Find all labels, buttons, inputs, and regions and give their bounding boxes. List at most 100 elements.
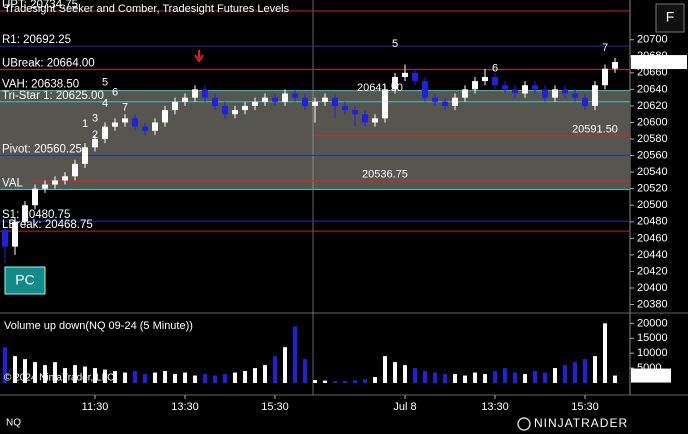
last-price-label: 20673.00 — [635, 56, 681, 68]
volume-bar — [233, 372, 237, 383]
y-tick-label: 20420 — [637, 265, 668, 277]
candle-body — [582, 97, 588, 106]
volume-bar — [333, 381, 337, 383]
volume-bar — [473, 372, 477, 383]
volume-bar — [423, 371, 427, 383]
volume-bar — [213, 375, 217, 383]
button-label[interactable]: F — [666, 9, 675, 25]
x-tick-label: 13:30 — [481, 401, 509, 413]
y-tick-label: 20520 — [637, 183, 668, 195]
y-tick-label: 20600 — [637, 116, 668, 128]
candle-body — [12, 221, 18, 247]
y-tick-label: 20700 — [637, 34, 668, 46]
level-label: Tri-Star 1: 20625.00 — [2, 90, 104, 102]
volume-bar — [43, 365, 47, 383]
signal-marker: 5 — [392, 38, 398, 50]
candle-body — [372, 118, 378, 123]
candle-body — [242, 105, 248, 111]
candle-body — [172, 101, 178, 111]
candle-body — [252, 101, 258, 106]
volume-bar — [593, 356, 597, 383]
volume-bar — [123, 372, 127, 383]
volume-bar — [343, 380, 347, 383]
candle-body — [542, 89, 548, 98]
volume-bar — [103, 369, 107, 383]
y-tick-label: 20500 — [637, 199, 668, 211]
candle-body — [342, 105, 348, 111]
volume-bar — [363, 379, 367, 383]
candle-body — [552, 89, 558, 98]
y-tick-label: 20620 — [637, 100, 668, 112]
brand-logo — [517, 417, 531, 431]
candle-body — [532, 85, 538, 90]
volume-bar — [513, 372, 517, 383]
badge[interactable] — [4, 266, 46, 295]
volume-bar — [153, 372, 157, 383]
candle-body — [222, 105, 228, 115]
level-label: UBreak: 20664.00 — [2, 58, 95, 70]
y-tick-label: 20540 — [637, 166, 668, 178]
y-tick-label: 20380 — [637, 298, 668, 310]
candle-body — [62, 176, 68, 181]
level-label: S1: 20480.75 — [2, 209, 70, 221]
level-label: UPT: 20734.75 — [2, 0, 78, 11]
volume-bar — [113, 371, 117, 383]
price-line-label: 20591.50 — [572, 123, 618, 135]
level-label: VAH: 20638.50 — [2, 79, 79, 91]
candle-body — [512, 89, 518, 94]
candle-body — [312, 101, 318, 106]
volume-bar — [603, 323, 607, 383]
candle-body — [92, 139, 98, 148]
volume-bar — [83, 366, 87, 383]
volume-bar — [373, 377, 377, 383]
candle-body — [212, 97, 218, 106]
y-tick-label: 20480 — [637, 216, 668, 228]
y-tick-label: 20400 — [637, 282, 668, 294]
x-tick-label: Jul 8 — [393, 401, 416, 413]
volume-bar — [3, 347, 7, 383]
badge-label[interactable]: PC — [15, 272, 34, 288]
x-tick-label: 13:30 — [171, 401, 199, 413]
candle-body — [522, 85, 528, 94]
signal-marker: 7 — [602, 42, 608, 54]
candle-body — [482, 76, 488, 82]
volume-bar — [493, 371, 497, 383]
signal-marker: 6 — [492, 63, 498, 75]
volume-bar — [533, 371, 537, 383]
volume-bar — [203, 374, 207, 383]
volume-bar — [433, 372, 437, 383]
signal-marker: 3 — [92, 112, 98, 124]
volume-bar — [63, 368, 67, 383]
volume-title: Volume up down(NQ 09-24 (5 Minute)) — [4, 320, 193, 332]
x-tick-label: 15:30 — [261, 401, 289, 413]
level-label: LBreak: 20468.75 — [2, 219, 93, 231]
candle-body — [592, 85, 598, 106]
candle-body — [602, 68, 608, 86]
candle-body — [102, 126, 108, 140]
candle-body — [502, 85, 508, 90]
candle-body — [402, 72, 408, 77]
candle-body — [382, 89, 388, 119]
x-tick-label: 15:30 — [571, 401, 599, 413]
candle-body — [112, 122, 118, 127]
candle-body — [122, 118, 128, 123]
candle-body — [32, 188, 38, 206]
volume-bar — [23, 359, 27, 383]
candle-body — [332, 97, 338, 106]
button[interactable] — [655, 3, 685, 33]
volume-y-tick-label: 15000 — [637, 332, 668, 344]
volume-bar — [523, 374, 527, 383]
volume-bar — [583, 359, 587, 383]
volume-bar — [553, 368, 557, 383]
candle-body — [192, 89, 198, 98]
candle-body — [282, 93, 288, 102]
candle-body — [292, 93, 298, 98]
candle-body — [2, 230, 8, 247]
candle-body — [142, 126, 148, 131]
candle-body — [132, 118, 138, 127]
y-tick-label: 20660 — [637, 67, 668, 79]
candle-body — [272, 97, 278, 102]
volume-bar — [503, 368, 507, 383]
candle-body — [22, 205, 28, 222]
